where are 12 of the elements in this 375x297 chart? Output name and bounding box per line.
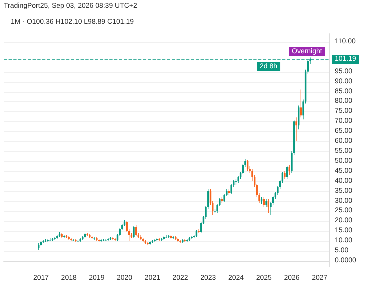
candlestick — [154, 238, 156, 242]
candlestick — [158, 238, 160, 242]
candlestick — [296, 117, 298, 142]
candlestick — [191, 236, 193, 240]
candlestick — [94, 236, 96, 240]
candlestick — [108, 238, 110, 242]
candlestick — [184, 238, 186, 242]
candlestick — [75, 238, 77, 242]
candlestick — [230, 184, 232, 195]
candlestick — [70, 238, 72, 242]
candlestick — [140, 234, 142, 240]
candlestick — [133, 226, 135, 238]
